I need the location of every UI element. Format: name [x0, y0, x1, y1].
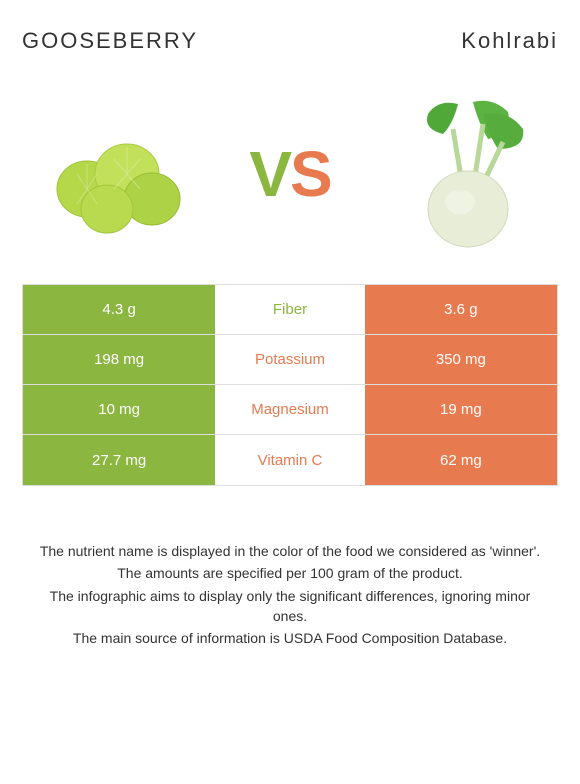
vs-v-letter: V — [249, 138, 290, 210]
footer-line: The infographic aims to display only the… — [32, 586, 548, 627]
table-row: 4.3 g Fiber 3.6 g — [23, 285, 557, 335]
left-value: 10 mg — [23, 385, 215, 434]
nutrient-name: Magnesium — [215, 385, 365, 434]
footer-line: The nutrient name is displayed in the co… — [32, 541, 548, 561]
vs-label: VS — [249, 137, 330, 211]
nutrient-name: Vitamin C — [215, 435, 365, 485]
nutrient-name: Fiber — [215, 285, 365, 334]
vs-s-letter: S — [290, 138, 331, 210]
nutrient-name: Potassium — [215, 335, 365, 384]
right-value: 3.6 g — [365, 285, 557, 334]
footer-notes: The nutrient name is displayed in the co… — [22, 541, 558, 648]
footer-line: The amounts are specified per 100 gram o… — [32, 563, 548, 583]
left-value: 4.3 g — [23, 285, 215, 334]
right-food-title: Kohlrabi — [461, 28, 558, 54]
gooseberry-image — [32, 94, 202, 254]
right-value: 350 mg — [365, 335, 557, 384]
table-row: 27.7 mg Vitamin C 62 mg — [23, 435, 557, 485]
right-value: 19 mg — [365, 385, 557, 434]
footer-line: The main source of information is USDA F… — [32, 628, 548, 648]
kohlrabi-image — [378, 94, 548, 254]
left-food-title: GOOSEBERRY — [22, 28, 198, 54]
right-value: 62 mg — [365, 435, 557, 485]
left-value: 198 mg — [23, 335, 215, 384]
table-row: 198 mg Potassium 350 mg — [23, 335, 557, 385]
left-value: 27.7 mg — [23, 435, 215, 485]
header: GOOSEBERRY Kohlrabi — [22, 28, 558, 54]
table-row: 10 mg Magnesium 19 mg — [23, 385, 557, 435]
images-row: VS — [22, 94, 558, 254]
comparison-table: 4.3 g Fiber 3.6 g 198 mg Potassium 350 m… — [22, 284, 558, 486]
